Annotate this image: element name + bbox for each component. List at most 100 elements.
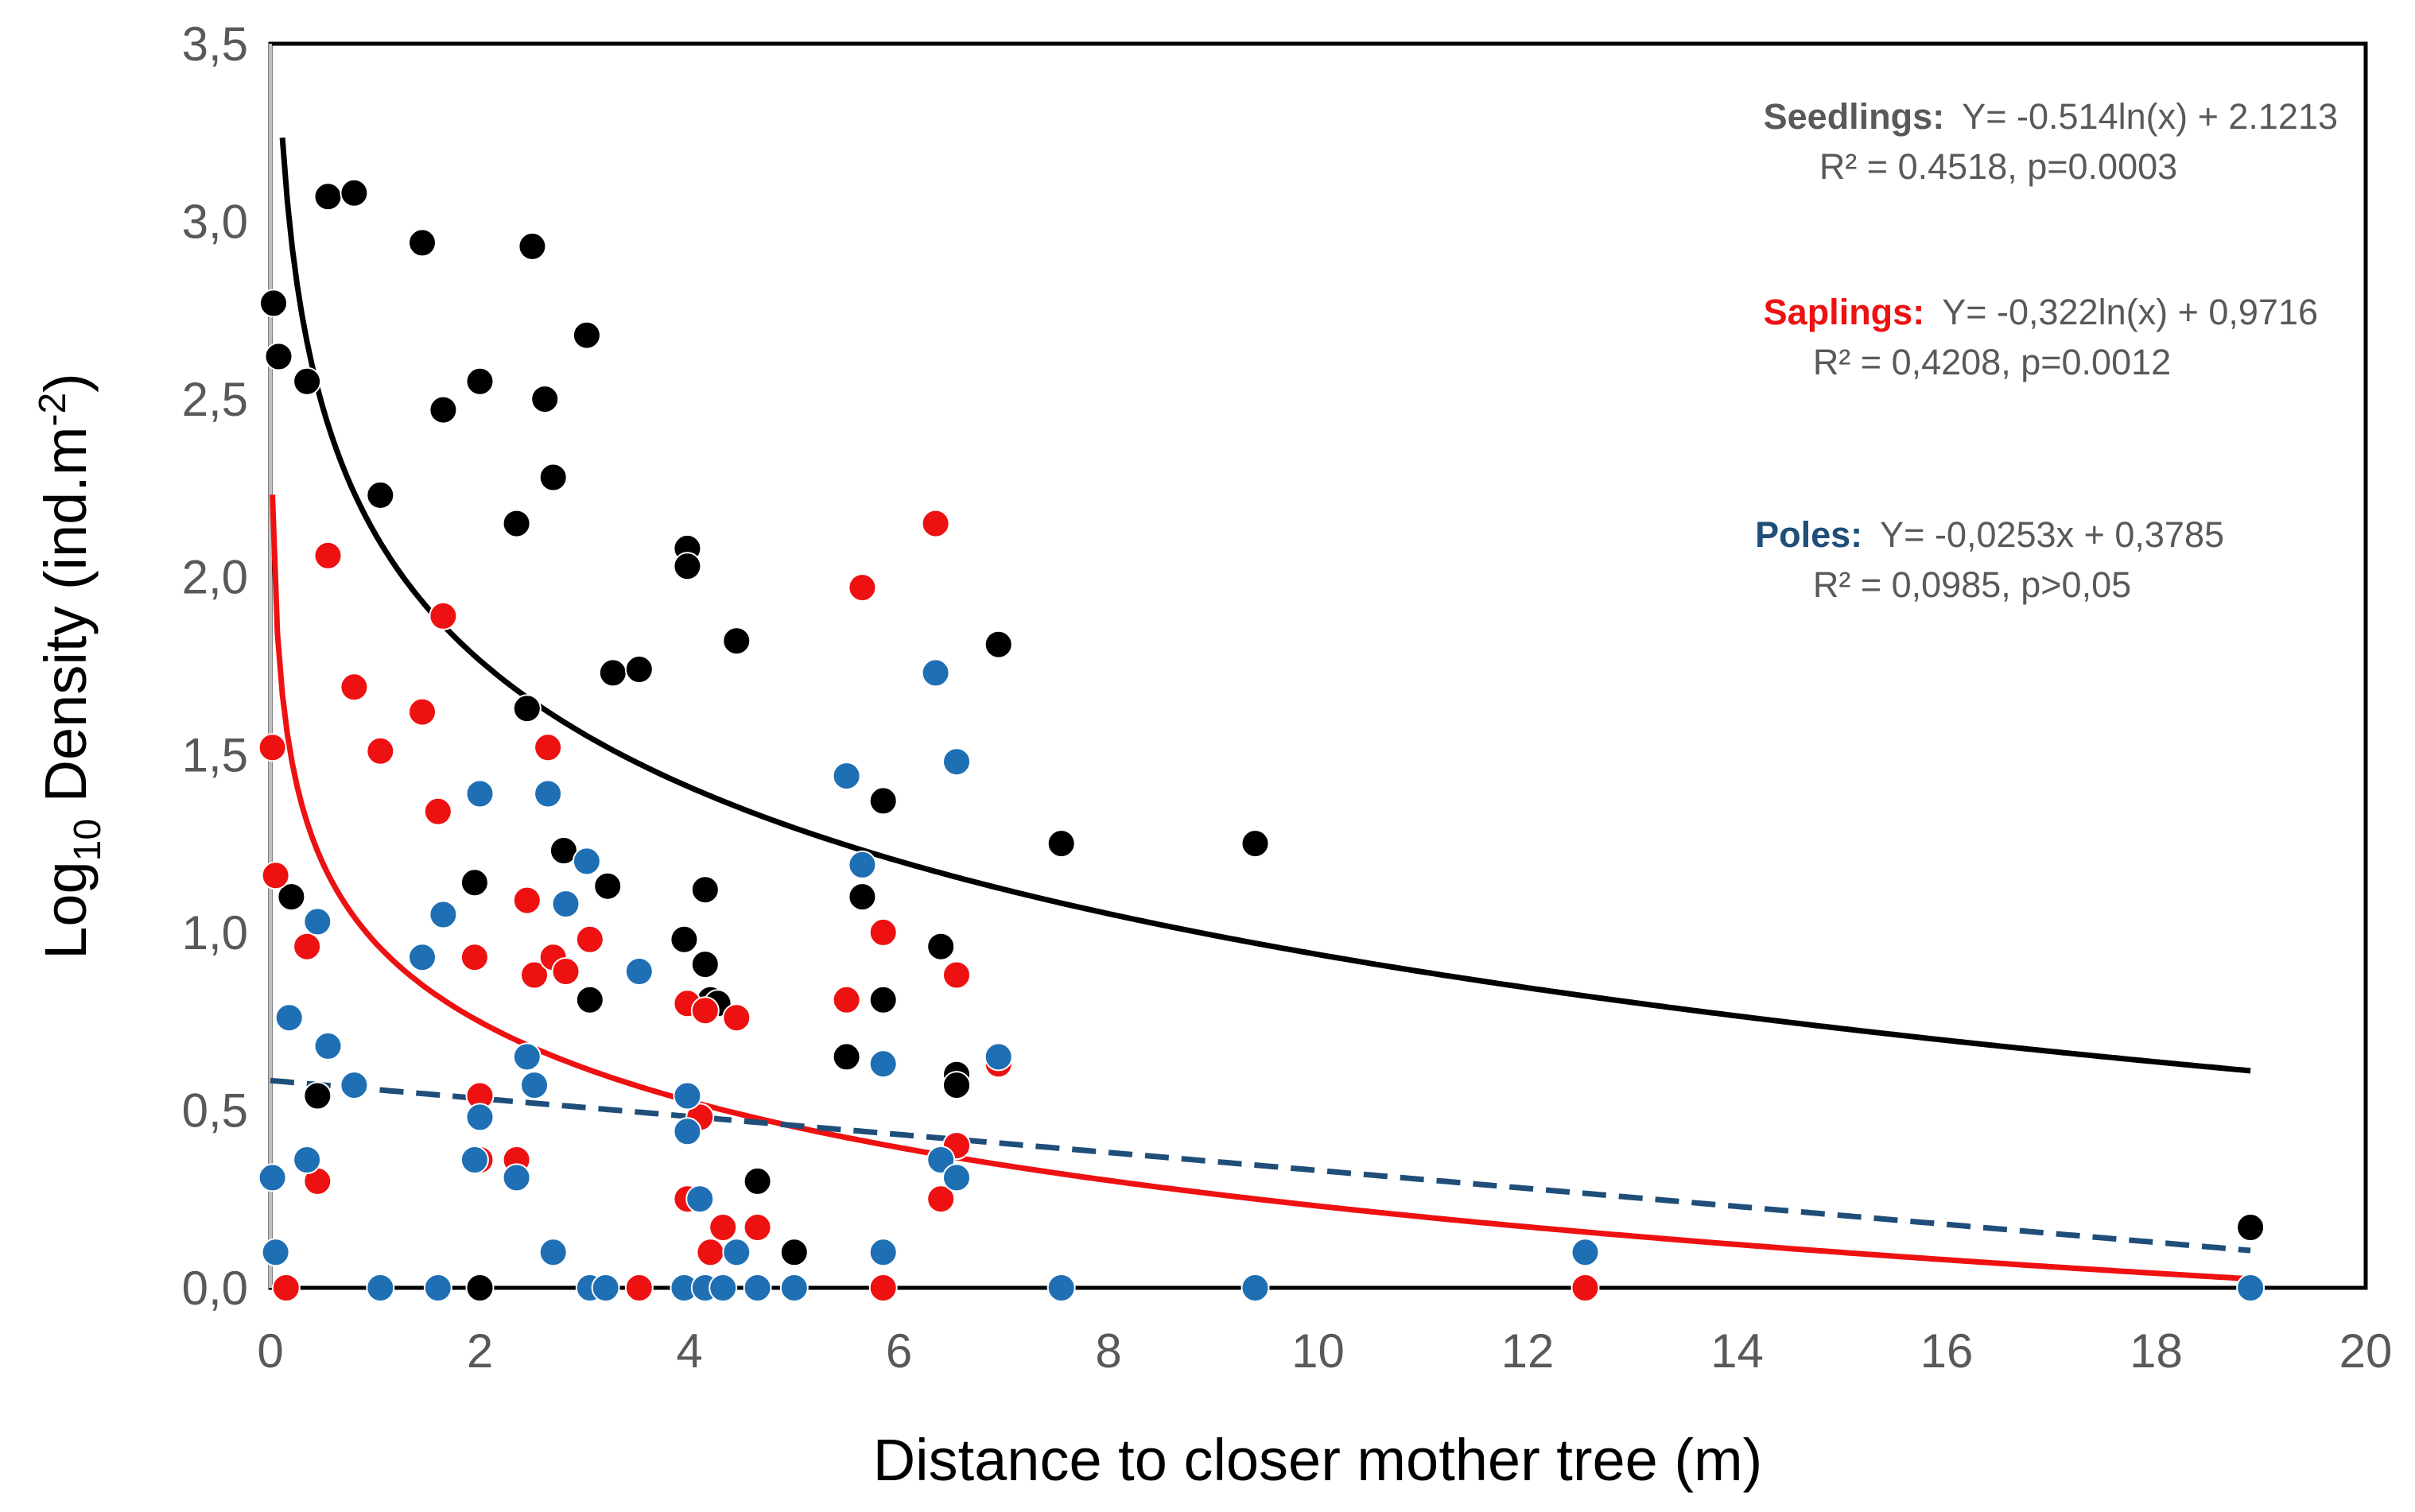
seedlings-trendline bbox=[279, 137, 2251, 1074]
poles-point bbox=[743, 1274, 772, 1302]
poles-label: Poles: bbox=[1755, 514, 1862, 555]
seedlings-label: Seedlings: bbox=[1764, 96, 1945, 137]
x-tick-label: 18 bbox=[2130, 1324, 2183, 1378]
saplings-point bbox=[709, 1213, 738, 1242]
poles-point bbox=[520, 1071, 549, 1100]
seedlings-point bbox=[465, 366, 495, 396]
saplings-point bbox=[258, 733, 287, 762]
poles-point bbox=[984, 1042, 1013, 1072]
saplings-point bbox=[429, 601, 458, 630]
seedlings-point bbox=[277, 882, 306, 912]
poles-point bbox=[303, 907, 332, 936]
seedlings-point bbox=[868, 985, 898, 1014]
seedlings-point bbox=[868, 786, 898, 816]
seedlings-point bbox=[572, 320, 601, 350]
x-tick-label: 20 bbox=[2339, 1324, 2393, 1378]
seedlings-point bbox=[593, 871, 623, 901]
seedlings-point bbox=[340, 178, 369, 207]
y-tick-label: 1,0 bbox=[182, 906, 248, 960]
seedlings-point bbox=[779, 1238, 809, 1267]
poles-point bbox=[591, 1274, 620, 1302]
poles-point bbox=[779, 1274, 809, 1302]
poles-point bbox=[534, 779, 563, 808]
seedlings-point bbox=[690, 950, 720, 979]
seedlings-point bbox=[366, 480, 395, 510]
seedlings-point bbox=[722, 626, 751, 656]
poles-point bbox=[942, 1163, 971, 1192]
y-axis-title-subscript: 10 bbox=[67, 819, 109, 861]
seedlings-point bbox=[848, 882, 877, 912]
poles-trendline bbox=[270, 1077, 2251, 1254]
y-axis-title-middle: Density (ind.m bbox=[33, 427, 99, 819]
x-tick-label: 4 bbox=[676, 1324, 702, 1378]
poles-point bbox=[2236, 1274, 2266, 1302]
x-axis-title: Distance to closer mother tree (m) bbox=[873, 1427, 1763, 1493]
x-tick-label: 6 bbox=[886, 1324, 912, 1378]
saplings-point bbox=[460, 943, 489, 972]
saplings-point bbox=[848, 573, 877, 603]
saplings-point bbox=[271, 1274, 301, 1302]
seedlings-point bbox=[624, 655, 654, 684]
seedlings-point bbox=[293, 366, 322, 396]
saplings-point bbox=[520, 960, 549, 990]
poles-point bbox=[848, 850, 877, 879]
seedlings-point bbox=[512, 694, 542, 723]
saplings-point bbox=[690, 996, 720, 1025]
poles-point bbox=[868, 1049, 898, 1079]
saplings-point bbox=[534, 733, 563, 762]
seedlings-point bbox=[518, 231, 547, 261]
seedlings-point bbox=[264, 342, 293, 371]
saplings-point bbox=[743, 1213, 772, 1242]
x-tick-label: 10 bbox=[1291, 1324, 1345, 1378]
saplings-point bbox=[624, 1274, 654, 1302]
seedlings-point bbox=[743, 1166, 772, 1196]
saplings-point bbox=[921, 509, 950, 538]
y-tick-label: 2,0 bbox=[182, 551, 248, 604]
poles-point bbox=[868, 1238, 898, 1267]
poles-point bbox=[258, 1163, 287, 1192]
saplings-point bbox=[575, 925, 604, 954]
saplings-trendline bbox=[270, 494, 2251, 1282]
x-tick-label: 8 bbox=[1095, 1324, 1121, 1378]
seedlings-point bbox=[259, 289, 288, 318]
poles-point bbox=[408, 943, 437, 972]
saplings-point bbox=[366, 736, 395, 766]
y-tick-label: 0,0 bbox=[182, 1262, 248, 1315]
seedlings-point bbox=[673, 552, 702, 581]
seedlings-point bbox=[942, 1071, 971, 1100]
poles-point bbox=[340, 1071, 369, 1100]
poles-point bbox=[538, 1238, 568, 1267]
poles-point bbox=[313, 1031, 343, 1060]
seedlings-point bbox=[538, 463, 568, 492]
seedlings-point bbox=[465, 1274, 495, 1302]
poles-equation: Poles: Y= -0,0253x + 0,3785 bbox=[1755, 514, 2224, 555]
poles-point bbox=[261, 1238, 290, 1267]
saplings-point bbox=[696, 1238, 725, 1267]
poles-point bbox=[722, 1238, 751, 1267]
poles-point bbox=[673, 1117, 702, 1146]
saplings-point bbox=[340, 673, 369, 702]
seedlings-point bbox=[690, 875, 720, 905]
saplings-point bbox=[423, 797, 452, 826]
poles-point bbox=[274, 1003, 304, 1033]
y-axis-title-prefix: Log bbox=[33, 861, 99, 959]
seedlings-point bbox=[670, 925, 699, 954]
seedlings-point bbox=[1046, 829, 1076, 859]
saplings-point bbox=[313, 541, 343, 570]
poles-point bbox=[465, 1103, 495, 1132]
poles-point bbox=[1241, 1274, 1270, 1302]
saplings-point bbox=[551, 957, 580, 986]
poles-point bbox=[673, 1081, 702, 1111]
seedlings-point bbox=[460, 868, 489, 898]
seedlings-point bbox=[1241, 829, 1270, 859]
saplings-point bbox=[512, 886, 542, 915]
poles-point bbox=[709, 1274, 738, 1302]
seedlings-point bbox=[832, 1042, 861, 1072]
y-axis-title-superscript: -2 bbox=[32, 393, 74, 427]
plot-frame bbox=[268, 41, 2368, 1290]
saplings-point bbox=[722, 1003, 751, 1033]
seedlings-point bbox=[530, 385, 560, 414]
saplings-point bbox=[293, 932, 322, 961]
data-points bbox=[258, 178, 2266, 1302]
saplings-point bbox=[942, 960, 971, 990]
